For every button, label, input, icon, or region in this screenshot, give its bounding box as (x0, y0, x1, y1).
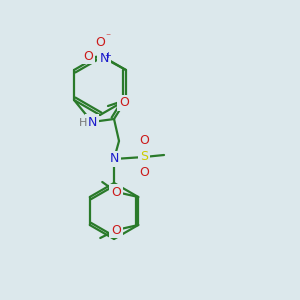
Text: H: H (79, 118, 87, 128)
Text: O: O (111, 185, 121, 199)
Text: O: O (119, 97, 129, 110)
Text: O: O (111, 224, 121, 236)
Text: O: O (139, 134, 149, 148)
Text: O: O (139, 167, 149, 179)
Text: O: O (95, 35, 105, 49)
Text: N: N (87, 116, 97, 128)
Text: N: N (109, 152, 119, 166)
Text: O: O (83, 50, 93, 62)
Text: +: + (104, 50, 111, 59)
Text: ⁻: ⁻ (105, 32, 110, 42)
Text: S: S (140, 151, 148, 164)
Text: N: N (99, 52, 109, 64)
